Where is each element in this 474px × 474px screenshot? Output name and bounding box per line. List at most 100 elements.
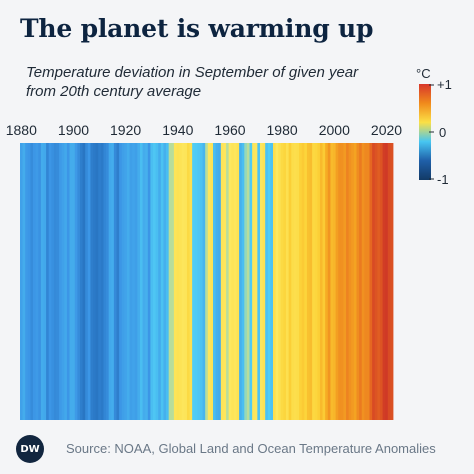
stripe-2006 [348, 143, 352, 420]
stripe-1898 [66, 143, 70, 420]
stripe-1922 [129, 143, 133, 420]
stripe-2020 [385, 143, 389, 420]
stripe-1948 [197, 143, 201, 420]
stripe-1899 [69, 143, 73, 420]
stripe-1901 [74, 143, 78, 420]
stripe-1921 [126, 143, 130, 420]
stripe-2001 [335, 143, 339, 420]
stripe-1951 [205, 143, 209, 420]
stripe-1897 [64, 143, 68, 420]
chart-title: The planet is warming up [20, 14, 374, 43]
legend-unit-label: °C [416, 66, 431, 81]
stripe-2021 [387, 143, 391, 420]
stripe-1994 [317, 143, 321, 420]
stripe-1996 [322, 143, 326, 420]
stripe-1966 [244, 143, 248, 420]
stripe-1919 [121, 143, 125, 420]
stripe-1943 [184, 143, 188, 420]
stripe-1910 [98, 143, 102, 420]
stripe-1891 [48, 143, 52, 420]
stripe-2004 [343, 143, 347, 420]
stripe-1936 [166, 143, 170, 420]
stripe-1885 [33, 143, 37, 420]
stripe-1882 [25, 143, 29, 420]
stripe-1986 [296, 143, 300, 420]
stripe-1934 [160, 143, 164, 420]
stripe-1913 [106, 143, 110, 420]
stripe-1920 [124, 143, 128, 420]
stripe-1992 [312, 143, 316, 420]
stripe-1926 [139, 143, 143, 420]
stripe-1892 [51, 143, 55, 420]
stripe-1990 [306, 143, 310, 420]
stripe-1974 [265, 143, 269, 420]
stripe-2005 [346, 143, 350, 420]
chart-subtitle: Temperature deviation in September of gi… [26, 64, 359, 100]
stripe-1950 [202, 143, 206, 420]
stripe-1960 [228, 143, 232, 420]
stripe-2000 [333, 143, 337, 420]
stripe-1954 [213, 143, 217, 420]
stripe-1900 [72, 143, 76, 420]
stripe-2017 [377, 143, 381, 420]
stripe-1893 [53, 143, 57, 420]
x-tick-label-1900: 1900 [58, 122, 89, 138]
stripe-2009 [356, 143, 360, 420]
stripe-1923 [132, 143, 136, 420]
stripe-1902 [77, 143, 81, 420]
legend-min-label: -1 [437, 172, 449, 187]
stripe-2018 [379, 143, 383, 420]
stripe-1914 [108, 143, 112, 420]
stripe-1946 [192, 143, 196, 420]
stripe-1983 [288, 143, 292, 420]
stripe-1952 [207, 143, 211, 420]
stripe-1999 [330, 143, 334, 420]
stripe-1988 [301, 143, 305, 420]
stripe-1904 [82, 143, 86, 420]
stripe-1917 [116, 143, 120, 420]
stripe-1991 [309, 143, 313, 420]
stripe-2019 [382, 143, 386, 420]
stripe-1978 [275, 143, 279, 420]
stripe-1911 [100, 143, 104, 420]
stripe-1972 [259, 143, 263, 420]
stripe-1935 [163, 143, 167, 420]
stripe-1980 [280, 143, 284, 420]
stripe-1886 [35, 143, 39, 420]
stripe-2013 [366, 143, 370, 420]
stripe-1927 [142, 143, 146, 420]
legend-max-label: +1 [437, 77, 452, 92]
stripe-1908 [93, 143, 97, 420]
x-tick-label-1940: 1940 [162, 122, 193, 138]
stripe-1953 [210, 143, 214, 420]
stripe-1932 [155, 143, 159, 420]
source-note: Source: NOAA, Global Land and Ocean Temp… [66, 441, 436, 456]
stripe-1942 [181, 143, 185, 420]
stripe-1995 [319, 143, 323, 420]
stripe-1909 [95, 143, 99, 420]
stripe-1918 [119, 143, 123, 420]
stripe-1933 [158, 143, 162, 420]
stripe-1884 [30, 143, 34, 420]
stripe-1958 [223, 143, 227, 420]
stripe-1947 [194, 143, 198, 420]
stripe-1941 [179, 143, 183, 420]
stripe-1955 [215, 143, 219, 420]
stripe-1930 [150, 143, 154, 420]
dw-logo: DW [16, 435, 44, 463]
stripe-1928 [145, 143, 149, 420]
stripe-1959 [226, 143, 230, 420]
stripe-1987 [299, 143, 303, 420]
stripe-1938 [171, 143, 175, 420]
stripe-1998 [327, 143, 331, 420]
x-tick-label-1960: 1960 [214, 122, 245, 138]
stripe-2014 [369, 143, 373, 420]
stripe-1957 [220, 143, 224, 420]
stripe-1956 [218, 143, 222, 420]
x-tick-label-1880: 1880 [6, 122, 37, 138]
stripe-1945 [189, 143, 193, 420]
stripe-1973 [262, 143, 266, 420]
stripe-1916 [113, 143, 117, 420]
